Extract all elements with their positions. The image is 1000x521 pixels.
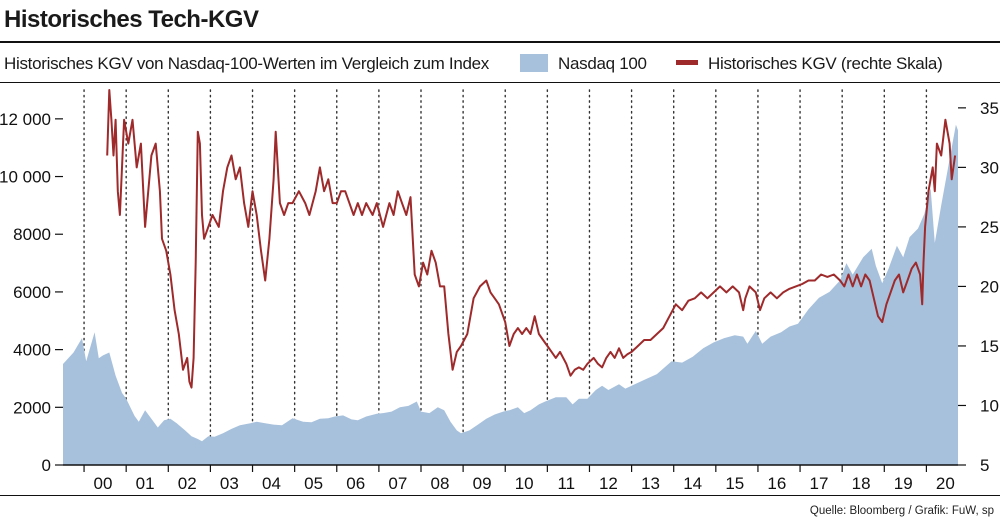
y-left-tick-label: 12 000 [0,110,51,129]
legend-item-nasdaq: Nasdaq 100 [520,54,647,74]
y-right-tick-label: 20 [980,277,999,296]
legend-item-kgv: Historisches KGV (rechte Skala) [676,54,943,74]
chart-subtitle: Historisches KGV von Nasdaq-100-Werten i… [4,54,489,73]
x-tick-label: 20 [936,474,955,493]
x-tick-label: 03 [220,474,239,493]
y-right-tick-label: 25 [980,218,999,237]
legend-area-swatch [520,54,548,72]
x-tick-label: 09 [473,474,492,493]
legend-label-nasdaq: Nasdaq 100 [558,54,647,73]
x-tick-label: 00 [94,474,113,493]
subtitle-rule [0,82,1000,83]
legend-line-swatch [676,60,698,65]
x-tick-label: 14 [683,474,702,493]
x-tick-label: 07 [388,474,407,493]
x-tick-label: 10 [515,474,534,493]
x-axis: 00 01 02 03 04 05 06 07 08 09 10 11 12 13 14 15 16 17 18 19… [83,465,955,493]
x-tick-label: 13 [641,474,660,493]
y-right-tick-label: 5 [980,456,989,475]
y-right-axis: 5 10 15 20 25 30 35 [958,99,999,475]
source-note: Quelle: Bloomberg / Grafik: FuW, sp [809,505,994,517]
kgv-line [106,89,957,389]
y-left-tick-label: 10 000 [0,168,51,187]
x-tick-label: 01 [136,474,155,493]
y-left-tick-label: 4000 [13,341,51,360]
x-tick-label: 17 [810,474,829,493]
legend-label-kgv: Historisches KGV (rechte Skala) [708,54,943,73]
footer-rule [0,495,1000,496]
x-tick-label: 02 [178,474,197,493]
y-right-tick-label: 10 [980,396,999,415]
nasdaq-area [63,124,958,465]
x-tick-label: 06 [346,474,365,493]
x-tick-label: 16 [767,474,786,493]
x-tick-label: 12 [599,474,618,493]
y-right-tick-label: 30 [980,158,999,177]
x-tick-label: 18 [852,474,871,493]
x-tick-label: 08 [430,474,449,493]
x-tick-label: 11 [557,474,575,493]
y-right-tick-label: 35 [980,99,999,118]
x-tick-label: 05 [304,474,323,493]
y-left-tick-label: 2000 [13,398,51,417]
title-rule [0,41,1000,43]
chart-title: Historisches Tech-KGV [4,6,259,33]
x-tick-label: 15 [725,474,744,493]
x-tick-label: 04 [262,474,281,493]
x-tick-label: 19 [894,474,913,493]
y-left-tick-label: 6000 [13,283,51,302]
y-right-tick-label: 15 [980,337,999,356]
y-left-tick-label: 8000 [13,225,51,244]
y-left-tick-label: 0 [42,456,51,475]
y-left-axis: 0 2000 4000 6000 8000 10 000 12 000 [0,110,63,475]
